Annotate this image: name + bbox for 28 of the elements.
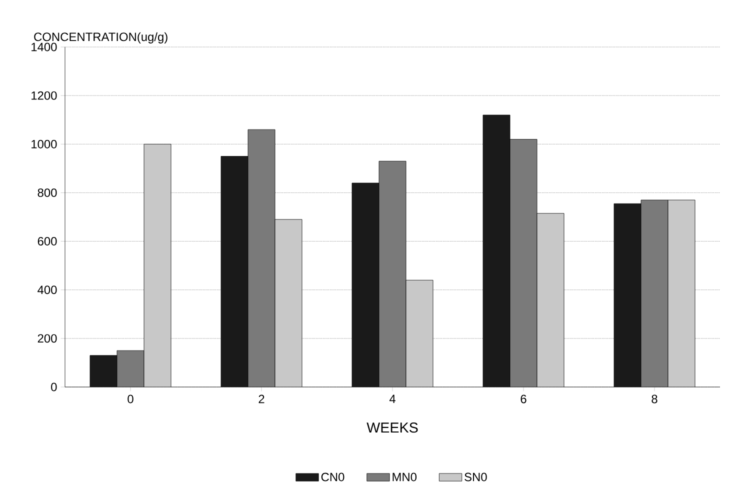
bar [668, 200, 696, 387]
bar [537, 213, 564, 387]
legend-label: CN0 [321, 472, 344, 482]
x-tick-label: 6 [520, 394, 526, 404]
bar [483, 114, 510, 387]
y-tick-label: 400 [38, 286, 57, 294]
bar [221, 156, 248, 387]
y-tick-label: 0 [51, 382, 57, 392]
legend-label: MN0 [392, 472, 417, 482]
legend-label: SN0 [464, 472, 487, 482]
bar [144, 144, 172, 387]
y-tick-label: 1400 [32, 42, 57, 52]
x-tick-label: 2 [258, 394, 264, 404]
x-tick-label: 4 [389, 394, 396, 403]
y-tick-label: 800 [38, 188, 57, 197]
y-tick-label: 600 [38, 237, 57, 246]
y-axis-title: CONCENTRATION(ug/g) [34, 32, 168, 44]
y-tick-label: 1200 [32, 91, 57, 100]
bar [352, 183, 380, 387]
bar [90, 355, 117, 387]
x-axis-title: WEEKS [366, 422, 418, 433]
x-tick-label: 0 [128, 394, 134, 404]
bar [275, 219, 302, 387]
bar [614, 203, 642, 387]
y-tick-label: 1000 [32, 140, 57, 148]
bar [406, 280, 434, 387]
x-tick-label: 8 [652, 394, 658, 404]
y-tick-label: 200 [38, 334, 57, 343]
